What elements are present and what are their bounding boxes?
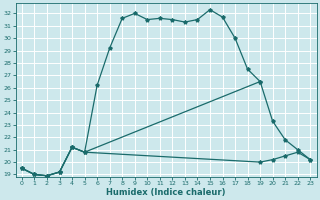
- X-axis label: Humidex (Indice chaleur): Humidex (Indice chaleur): [106, 188, 226, 197]
